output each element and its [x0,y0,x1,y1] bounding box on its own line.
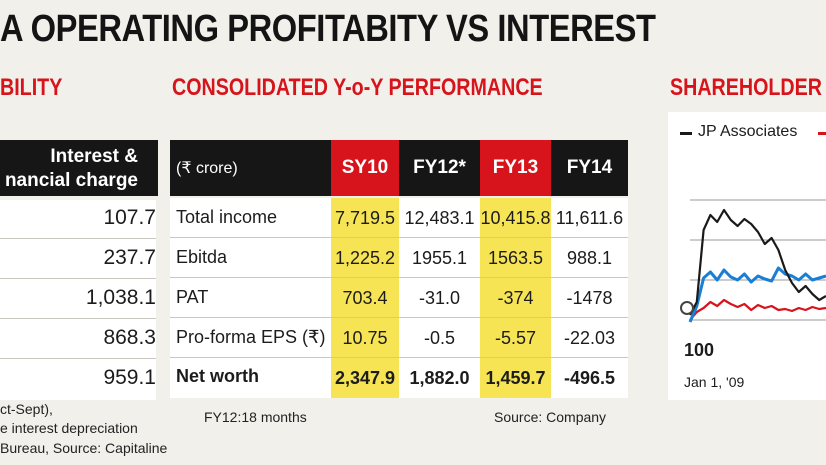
headline: A OPERATING PROFITABITY VS INTEREST [0,8,656,50]
table-body [170,198,628,398]
table-cell: 11,611.6 [555,207,624,228]
left-header-block: Interest & nancial charge [0,140,158,196]
divider [0,278,156,279]
left-note: Bureau, Source: Capitaline [0,440,168,456]
legend-swatch-red [818,132,826,135]
left-value: 868.3 [103,326,156,349]
legend-swatch-black [680,132,692,135]
unit-label: (₹ crore) [176,160,238,177]
col-header-sy10: SY10 [341,157,389,178]
header-red-fy13 [480,140,551,196]
table-cell: 12,483.1 [404,207,475,228]
table-source: Source: Company [494,409,607,425]
left-value: 107.7 [103,206,156,229]
table-cell: 703.4 [342,287,388,308]
row-label: Ebitda [176,247,228,267]
divider [170,317,628,318]
table-cell: 10,415.8 [480,207,551,228]
table-cell: 1563.5 [487,247,544,268]
table-cell: -1478 [566,287,613,308]
chart-subhead: SHAREHOLDER [670,74,822,101]
divider [0,318,156,319]
table-cell: -496.5 [563,367,616,388]
series-layer [688,208,826,323]
left-values-panel [0,200,156,400]
left-value: 237.7 [103,246,156,269]
divider [170,237,628,238]
legend-label-jp-associates: JP Associates [698,123,798,140]
table-header-band [170,140,628,196]
series-line-jp-associates [689,208,826,316]
series-line-series-3 [689,298,826,321]
left-value: 959.1 [103,366,156,389]
table-footnote: FY12:18 months [204,409,307,425]
divider [170,357,628,358]
table-cell: -22.03 [563,327,616,348]
table-cell: 1,459.7 [485,367,546,388]
left-header-line1: Interest & [50,146,138,167]
divider [170,277,628,278]
table-cell: -5.57 [494,327,537,348]
table-subhead: CONSOLIDATED Y-o-Y PERFORMANCE [172,74,543,101]
table-cell: -374 [497,287,534,308]
table-cell: 988.1 [566,247,613,268]
table-cell: -31.0 [418,287,461,308]
line-chart [680,199,826,323]
table-cell: 1955.1 [411,247,468,268]
table-cell: 10.75 [342,327,388,348]
table-cell: 7,719.5 [334,207,396,228]
left-note: ct-Sept), [0,401,53,417]
x-start-label: Jan 1, '09 [684,374,745,390]
chart-panel [668,112,826,400]
divider [0,238,156,239]
table-cell: 1,225.2 [334,247,396,268]
left-header-line2: nancial charge [4,170,138,191]
highlight-sy10 [331,198,399,398]
left-value: 1,038.1 [85,286,156,309]
gridlines [690,199,826,321]
start-marker [680,301,694,315]
table-cell: 2,347.9 [334,367,396,388]
table-cell: -0.5 [423,327,456,348]
row-label: Net worth [176,366,259,386]
header-red-sy10 [331,140,399,196]
table-cell: 1,882.0 [409,367,470,388]
y-base-label: 100 [684,340,715,360]
left-subhead: BILITY [0,74,63,101]
col-header-fy12: FY12* [413,157,466,178]
divider [0,358,156,359]
highlight-fy13 [480,198,551,398]
left-note: e interest depreciation [0,420,138,436]
col-header-fy13: FY13 [492,157,539,178]
series-line-series-2 [688,266,826,323]
row-label: Pro-forma EPS (₹) [176,327,326,347]
col-header-fy14: FY14 [566,157,613,178]
row-label: Total income [176,207,278,227]
row-label: PAT [176,287,209,307]
